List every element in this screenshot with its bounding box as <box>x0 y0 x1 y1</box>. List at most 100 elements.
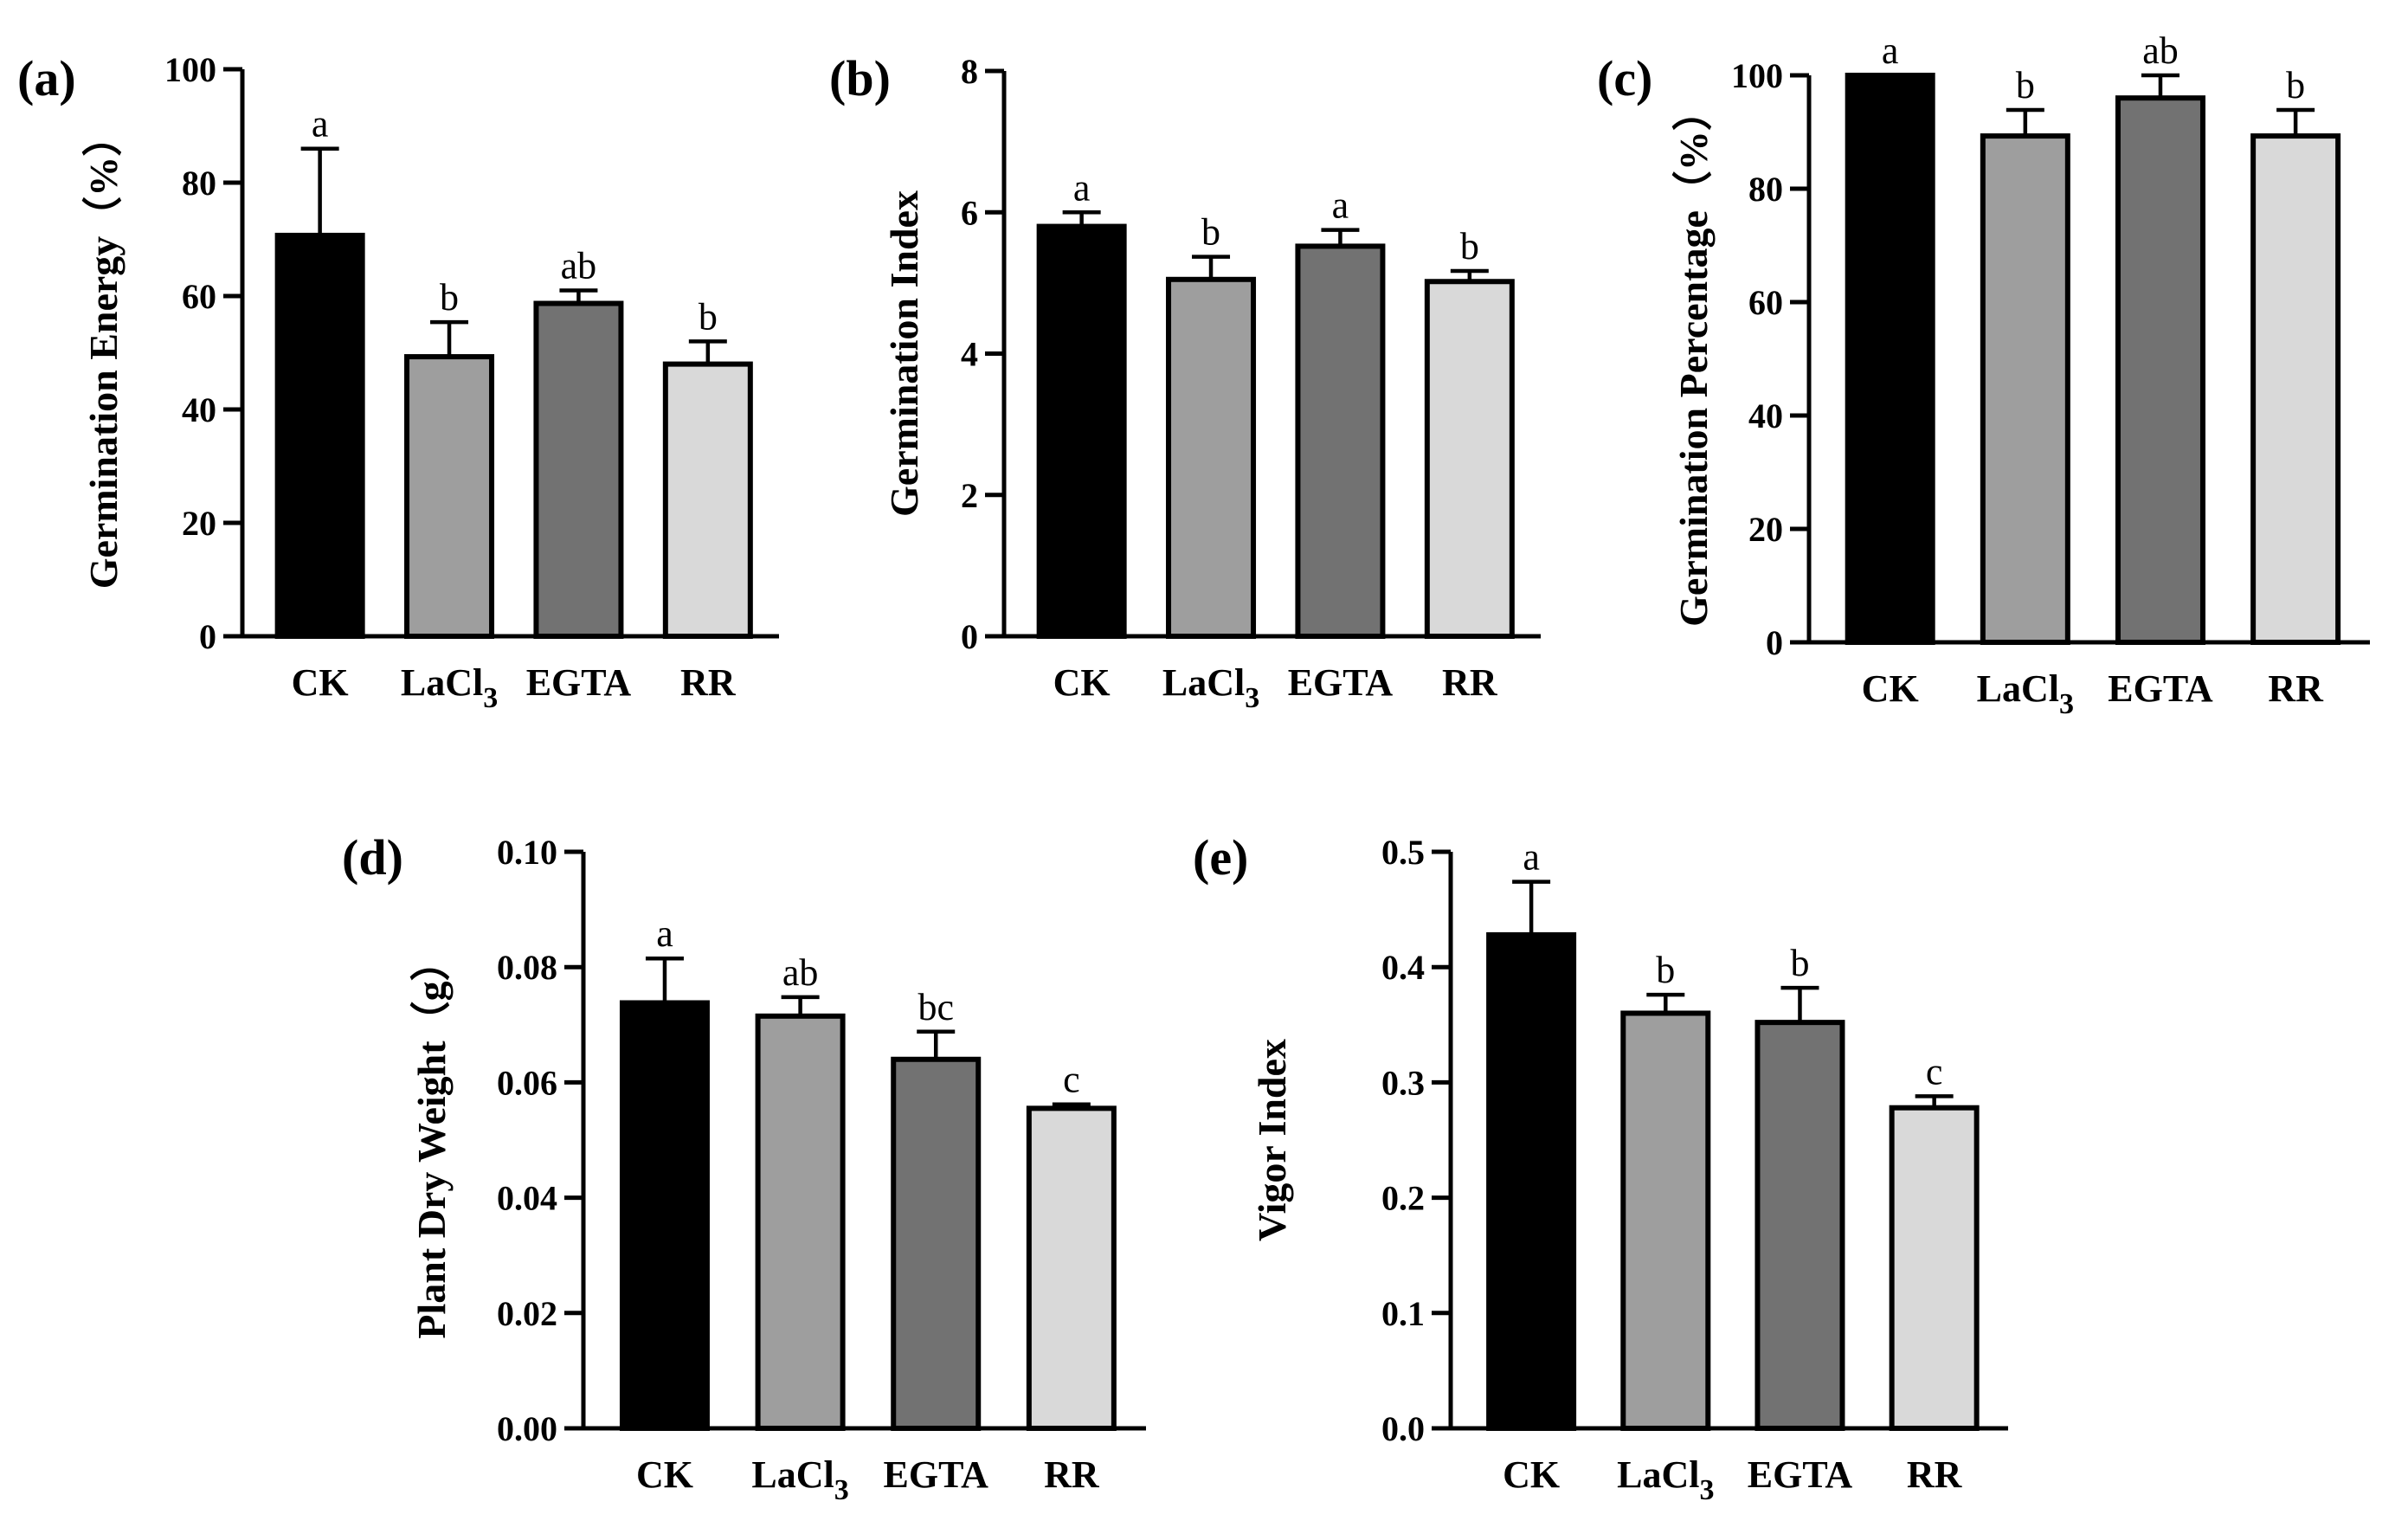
category-subscript: 3 <box>2059 688 2074 720</box>
significance-letter: b <box>1460 225 1479 267</box>
x-category-label: LaCl3 <box>1617 1453 1714 1506</box>
y-tick-label: 60 <box>182 277 216 316</box>
panel-label: (a) <box>17 50 76 106</box>
x-category-label: CK <box>1862 667 1919 710</box>
category-name: RR <box>1442 661 1498 704</box>
y-tick-label: 6 <box>961 193 978 232</box>
x-category-label: EGTA <box>1748 1453 1853 1496</box>
y-tick-label: 100 <box>1731 56 1783 95</box>
category-name: EGTA <box>1288 661 1394 704</box>
x-category-label: CK <box>292 661 349 704</box>
x-category-label: LaCl3 <box>751 1453 848 1506</box>
y-tick-label: 0.04 <box>497 1179 557 1218</box>
y-tick-label: 0 <box>199 617 216 656</box>
x-category-label: CK <box>1053 661 1111 704</box>
panel-b: (b) Germination Index 0 2 4 6 8 a CK b LaCl3 a EGTA b… <box>829 50 1541 714</box>
significance-letter: ab <box>782 951 819 994</box>
y-tick-label: 2 <box>961 476 978 515</box>
x-category-label: RR <box>680 661 737 704</box>
significance-letter: ab <box>2142 29 2179 72</box>
category-name: RR <box>680 661 737 704</box>
significance-letter: a <box>656 912 673 955</box>
x-category-label: CK <box>636 1453 693 1496</box>
y-tick-label: 0.5 <box>1381 833 1425 872</box>
y-tick-label: 0.0 <box>1381 1409 1425 1448</box>
y-tick-label: 8 <box>961 52 978 91</box>
y-tick-label: 0.10 <box>497 833 557 872</box>
bar-lacl <box>404 354 495 639</box>
significance-letter: a <box>1332 184 1349 227</box>
bar-ck <box>274 232 365 639</box>
significance-letter: a <box>1073 166 1091 209</box>
category-subscript: 3 <box>834 1474 849 1506</box>
bar-rr <box>1889 1105 1980 1431</box>
significance-letter: a <box>1523 836 1540 879</box>
category-name: RR <box>2268 667 2324 710</box>
category-name: EGTA <box>1748 1453 1853 1496</box>
significance-letter: ab <box>561 244 597 287</box>
significance-letter: bc <box>917 986 954 1028</box>
y-tick-label: 0.08 <box>497 948 557 987</box>
y-tick-label: 80 <box>182 164 216 203</box>
x-category-label: EGTA <box>884 1453 989 1496</box>
y-axis-title: Germination Index <box>882 190 926 517</box>
category-subscript: 3 <box>483 682 498 714</box>
significance-letter: b <box>1790 942 1809 984</box>
category-name: LaCl <box>1617 1453 1699 1496</box>
bar-lacl <box>1620 1010 1711 1431</box>
category-subscript: 3 <box>1699 1474 1714 1506</box>
category-name: LaCl <box>1162 661 1245 704</box>
bar-ck <box>1036 223 1127 639</box>
x-category-label: LaCl3 <box>1162 661 1259 714</box>
y-axis-title: Plant Dry Weight（g） <box>409 941 454 1338</box>
category-name: EGTA <box>2108 667 2213 710</box>
bar-egta <box>533 300 624 639</box>
y-tick-label: 0.2 <box>1381 1179 1425 1218</box>
panel-c: (c) Germination Percentage（%） 0 20 40 60 80 100… <box>1597 29 2370 720</box>
panel-label: (b) <box>829 50 891 106</box>
category-name: CK <box>1862 667 1919 710</box>
category-name: LaCl <box>751 1453 834 1496</box>
y-tick-label: 100 <box>164 50 216 89</box>
y-axis-title: Vigor Index <box>1250 1039 1294 1241</box>
bar-lacl <box>755 1013 846 1432</box>
category-name: CK <box>636 1453 693 1496</box>
category-name: CK <box>292 661 349 704</box>
y-tick-label: 20 <box>182 504 216 543</box>
bar-rr <box>2250 133 2341 645</box>
y-tick-label: 0.1 <box>1381 1294 1425 1333</box>
x-category-label: RR <box>1907 1453 1963 1496</box>
y-axis-title: Germination Energy（%） <box>81 117 126 590</box>
y-tick-label: 0.06 <box>497 1063 557 1102</box>
y-tick-label: 0.3 <box>1381 1063 1425 1102</box>
panel-label: (c) <box>1597 50 1652 106</box>
bar-rr <box>1026 1105 1117 1431</box>
significance-letter: b <box>1201 211 1220 254</box>
y-axis-title: Germination Percentage（%） <box>1671 91 1716 627</box>
x-category-label: LaCl3 <box>1977 667 2074 720</box>
panel-label: (e) <box>1193 829 1248 886</box>
significance-letter: b <box>699 295 718 338</box>
significance-letter: b <box>2016 64 2035 106</box>
y-tick-label: 0 <box>961 617 978 656</box>
y-tick-label: 60 <box>1748 283 1783 322</box>
x-category-label: RR <box>1442 661 1498 704</box>
panel-a: (a)Germination Energy（%） 0 20 40 60 80 100 a CK b… <box>17 50 779 714</box>
y-tick-label: 0.4 <box>1381 948 1425 987</box>
y-tick-label: 20 <box>1748 510 1783 549</box>
x-category-label: EGTA <box>526 661 632 704</box>
significance-letter: a <box>1882 29 1899 72</box>
y-tick-label: 80 <box>1748 170 1783 209</box>
category-name: LaCl <box>401 661 483 704</box>
bar-lacl <box>1980 133 2070 645</box>
bar-rr <box>662 361 753 639</box>
category-subscript: 3 <box>1245 682 1259 714</box>
bar-rr <box>1424 279 1515 639</box>
category-name: RR <box>1044 1453 1100 1496</box>
significance-letter: b <box>1656 949 1675 991</box>
significance-letter: b <box>440 276 459 319</box>
significance-letter: c <box>1926 1050 1943 1092</box>
y-tick-label: 0 <box>1766 623 1783 662</box>
bar-ck <box>619 1000 710 1431</box>
y-tick-label: 0.02 <box>497 1294 557 1333</box>
